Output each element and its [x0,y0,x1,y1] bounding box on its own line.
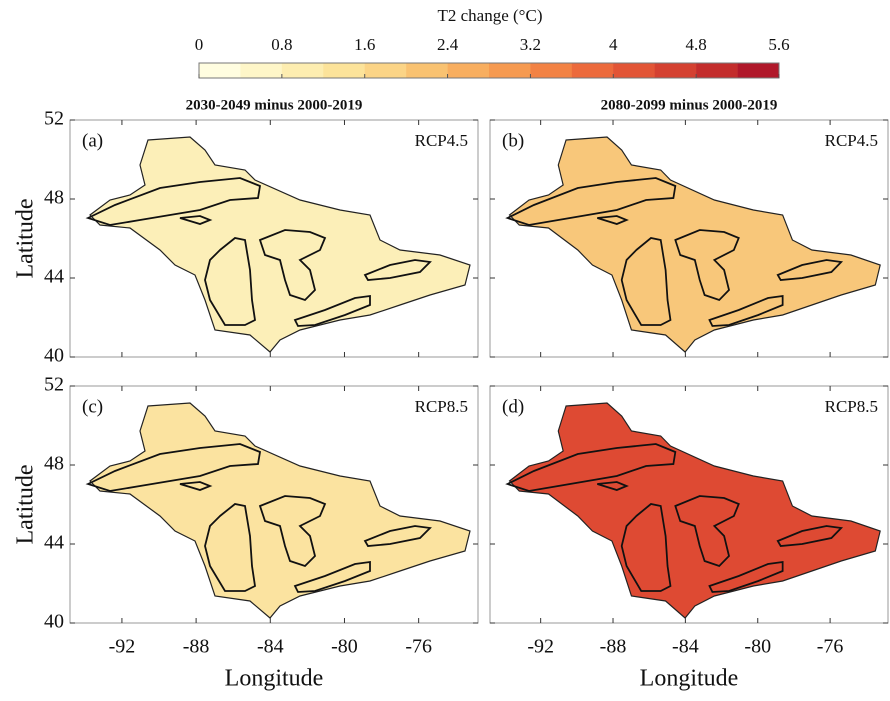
x-tick-label: -76 [405,636,432,658]
y-tick-label: 48 [44,187,64,209]
x-tick-label: -80 [331,636,358,658]
panel-label: (b) [502,130,524,151]
x-tick-label: -84 [257,636,284,658]
colorbar-cell [323,63,366,78]
basin [89,402,471,619]
colorbar-cell [406,63,448,78]
y-tick-label: 44 [44,266,64,288]
panel-frame [489,385,889,624]
colorbar-tick-label: 4.8 [686,35,707,54]
colorbar-cell [571,63,614,78]
colorbar-tick-label: 1.6 [354,35,375,54]
colorbar-tick-label: 0 [195,35,204,54]
y-axis-label: Latitude [13,199,39,279]
x-tick-label: -92 [527,636,554,658]
colorbar-cell [199,63,241,78]
scenario-label: RCP8.5 [825,397,878,416]
map-panel [87,402,471,619]
colorbar-cell [654,63,697,78]
scenario-label: RCP4.5 [825,131,878,150]
basin [508,136,881,353]
colorbar-frame [198,62,780,79]
panel-frame [489,119,889,358]
colorbar-tick-label: 0.8 [271,35,292,54]
colorbar-cell [737,63,780,78]
x-axis-label: Longitude [225,666,324,692]
colorbar-cell [696,63,738,78]
colorbar-title: T2 change (°C) [438,6,543,25]
y-tick-label: 40 [44,611,64,633]
column-title: 2080-2099 minus 2000-2019 [601,97,778,113]
panel-label: (c) [82,396,103,417]
colorbar-cell [281,63,324,78]
x-tick-label: -88 [600,636,627,658]
scenario-label: RCP4.5 [415,131,468,150]
colorbar-tick-label: 5.6 [768,35,789,54]
panel-frame [69,119,479,358]
x-tick-label: -92 [109,636,136,658]
colorbar-cell [240,63,283,78]
x-tick-label: -80 [744,636,771,658]
y-tick-label: 44 [44,532,64,554]
basin [89,136,471,353]
y-tick-label: 52 [44,374,64,396]
map-panel [506,136,881,353]
x-tick-label: -76 [817,636,844,658]
colorbar-cell [364,63,407,78]
map-panel [506,402,881,619]
y-tick-label: 52 [44,108,64,130]
scenario-label: RCP8.5 [415,397,468,416]
y-tick-label: 40 [44,345,64,367]
panel-frame [69,385,479,624]
colorbar-cell [489,63,531,78]
x-tick-label: -84 [672,636,699,658]
x-tick-label: -88 [183,636,210,658]
colorbar-tick-label: 2.4 [437,35,459,54]
column-title: 2030-2049 minus 2000-2019 [186,97,363,113]
colorbar-tick-label: 4 [609,35,618,54]
map-panel [87,136,471,353]
colorbar-tick-label: 3.2 [520,35,541,54]
panel-label: (a) [82,130,103,151]
x-axis-label: Longitude [640,666,739,692]
y-axis-label: Latitude [13,465,39,545]
colorbar-cell [447,63,490,78]
colorbar-cell [613,63,656,78]
colorbar-cell [530,63,573,78]
panel-label: (d) [502,396,524,417]
basin [508,402,881,619]
y-tick-label: 48 [44,453,64,475]
